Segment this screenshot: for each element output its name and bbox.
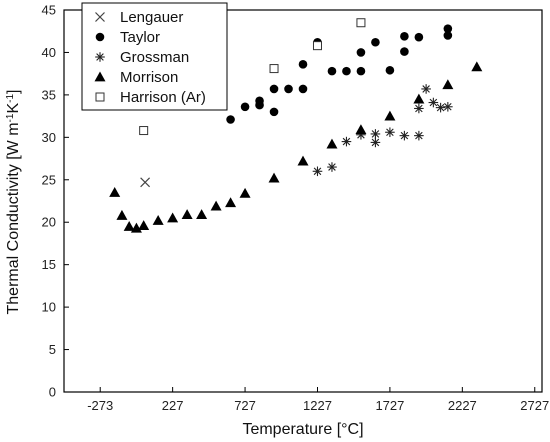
morrison-data-point: [116, 209, 128, 220]
grossman-data-point: [327, 162, 337, 172]
grossman-data-point: [385, 127, 395, 138]
taylor-data-point: [400, 32, 409, 41]
legend-marker-grossman: [95, 52, 105, 62]
taylor-data-point: [443, 31, 453, 40]
morrison-data-point: [225, 197, 237, 208]
grossman-data-point: [399, 130, 410, 141]
x-tick-label: 727: [234, 398, 256, 413]
taylor-data-point: [443, 24, 453, 33]
taylor-data-point: [342, 66, 351, 76]
morrison-data-point: [138, 220, 150, 231]
harrison-ar-data-point: [356, 18, 366, 28]
x-tick-label: -273: [87, 398, 113, 413]
y-tick-label: 5: [49, 342, 56, 357]
legend-marker-morrison: [94, 71, 106, 82]
morrison-data-point: [268, 172, 280, 183]
legend-marker-harrison-ar: [95, 92, 105, 102]
morrison-data-point: [210, 200, 222, 211]
taylor-data-point: [226, 115, 235, 124]
x-axis-label: Temperature [°C]: [242, 421, 363, 438]
morrison-data-point: [167, 212, 179, 223]
legend-label-morrison: Morrison: [120, 69, 178, 86]
taylor-data-point: [371, 37, 380, 47]
legend-label-grossman: Grossman: [120, 49, 189, 66]
morrison-data-point: [181, 209, 193, 219]
harrison-ar-data-point: [139, 126, 149, 136]
y-tick-label: 40: [42, 45, 56, 60]
taylor-data-point: [385, 65, 395, 75]
legend-marker-lengauer: [95, 12, 105, 22]
taylor-data-point: [240, 102, 250, 112]
x-tick-label: 227: [162, 398, 184, 413]
legend-label-harrison-ar: Harrison (Ar): [120, 89, 206, 106]
taylor-data-point: [269, 84, 279, 94]
lengauer-data-point: [140, 177, 151, 188]
grossman-data-point: [370, 129, 381, 139]
x-tick-label: 1227: [303, 398, 332, 413]
y-tick-label: 30: [42, 130, 56, 145]
y-tick-label: 10: [42, 300, 56, 315]
x-tick-label: 1727: [375, 398, 404, 413]
y-axis-label: Thermal Conductivity [W m-1K-1]: [5, 90, 23, 315]
morrison-data-point: [326, 138, 338, 149]
morrison-data-point: [471, 61, 483, 72]
x-tick-label: 2227: [448, 398, 477, 413]
morrison-data-point: [152, 215, 164, 225]
ticks-layer: -273 227 727 1227 1727 2227 2727 0 5 10 15 20 25 30 35…: [42, 3, 550, 414]
legend-label-lengauer: Lengauer: [120, 9, 183, 26]
points-layer: [109, 18, 483, 233]
morrison-data-point: [196, 209, 208, 219]
morrison-data-point: [355, 124, 367, 135]
y-tick-label: 45: [42, 3, 56, 18]
grossman-data-point: [435, 102, 446, 113]
morrison-data-point: [297, 155, 309, 166]
legend-box: [81, 2, 228, 111]
y-tick-label: 20: [42, 215, 56, 230]
legend: Lengauer Taylor Grossman Morrison Harrison (…: [81, 2, 228, 111]
grossman-data-point: [421, 84, 431, 94]
x-tick-label: 2727: [520, 398, 549, 413]
harrison-ar-data-point: [312, 41, 322, 51]
y-tick-label: 0: [49, 385, 56, 400]
taylor-data-point: [269, 107, 279, 117]
morrison-data-point: [239, 187, 251, 198]
morrison-data-point: [130, 222, 142, 233]
grossman-data-point: [370, 137, 381, 148]
legend-label-taylor: Taylor: [120, 29, 160, 46]
grossman-data-point: [428, 97, 439, 108]
taylor-data-point: [284, 84, 293, 94]
morrison-data-point: [384, 110, 396, 121]
plot-frame: [63, 9, 543, 393]
grossman-data-point: [341, 136, 352, 147]
morrison-data-point: [413, 93, 425, 104]
taylor-data-point: [400, 47, 409, 56]
grossman-data-point: [312, 166, 323, 177]
taylor-data-point: [255, 96, 264, 106]
grossman-data-point: [414, 103, 424, 114]
y-tick-label: 15: [42, 257, 56, 272]
taylor-data-point: [356, 66, 366, 76]
grossman-data-point: [443, 101, 453, 112]
morrison-data-point: [109, 187, 121, 197]
taylor-data-point: [298, 84, 308, 94]
taylor-data-point: [414, 32, 424, 42]
taylor-data-point: [298, 60, 308, 69]
morrison-data-point: [442, 79, 454, 90]
taylor-data-point: [327, 66, 337, 76]
grossman-data-point: [414, 130, 424, 141]
taylor-data-point: [356, 48, 366, 57]
y-tick-label: 35: [42, 87, 56, 102]
y-tick-label: 25: [42, 172, 56, 187]
legend-marker-taylor: [95, 32, 105, 42]
harrison-ar-data-point: [269, 64, 279, 74]
morrison-data-point: [123, 220, 135, 231]
